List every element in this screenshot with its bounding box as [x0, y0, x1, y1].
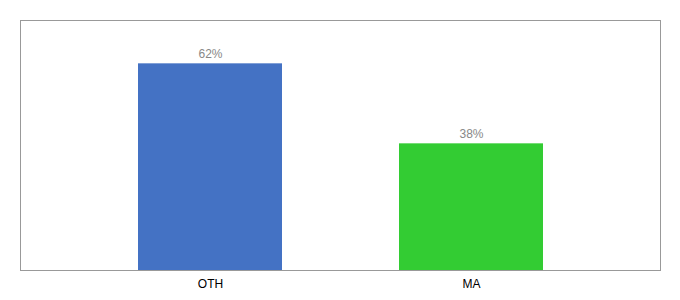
svg-text:62%: 62% — [198, 47, 222, 61]
svg-text:38%: 38% — [459, 127, 483, 141]
svg-text:OTH: OTH — [198, 277, 223, 291]
svg-text:MA: MA — [463, 277, 481, 291]
